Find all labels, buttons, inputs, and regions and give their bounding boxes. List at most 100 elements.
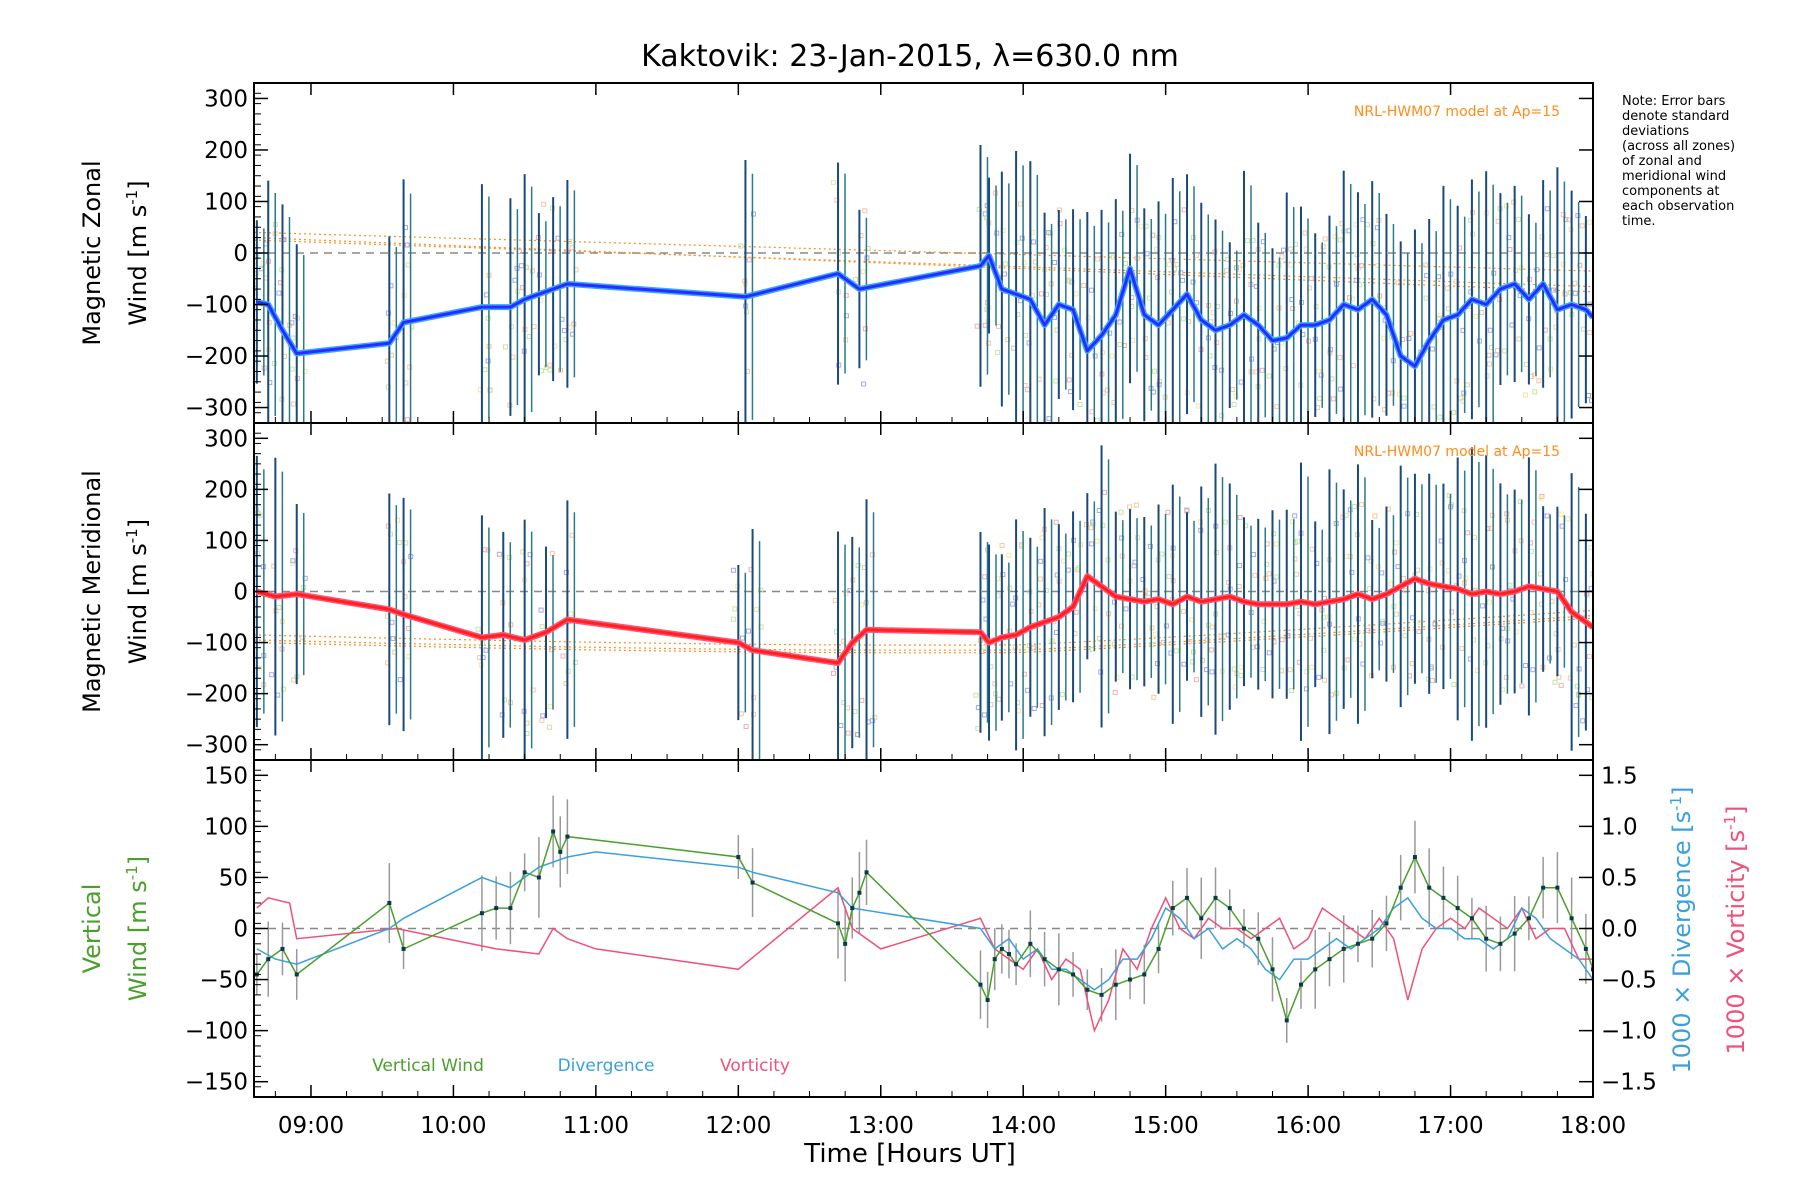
zone-point (1127, 504, 1133, 510)
zone-point (531, 324, 537, 330)
zone-point (1563, 577, 1569, 582)
zone-point (1560, 261, 1566, 267)
zone-point (1053, 378, 1059, 384)
zone-point (845, 730, 851, 736)
zone-point (1565, 516, 1571, 522)
zone-point (730, 616, 736, 622)
zone-point (560, 653, 566, 659)
zone-point (1279, 254, 1285, 260)
y-tick-label: 50 (219, 865, 248, 891)
zone-point (1224, 267, 1230, 273)
zone-point (1449, 609, 1455, 615)
zone-point (1586, 654, 1592, 659)
zone-point (482, 547, 488, 553)
zone-point (1274, 574, 1280, 580)
vertical-wind-point (1384, 921, 1389, 926)
zone-point (982, 211, 988, 217)
note-line: deviations (1622, 124, 1689, 139)
zone-point (1292, 513, 1298, 519)
zone-point (1412, 462, 1416, 466)
zone-point (1358, 263, 1364, 269)
zone-point (1587, 329, 1593, 335)
zone-point (1451, 682, 1457, 687)
y-tick-label: −300 (185, 733, 248, 759)
zone-point (1019, 235, 1025, 241)
zone-point (1352, 636, 1358, 642)
zone-point (1507, 582, 1513, 588)
vertical-wind-point (551, 829, 556, 834)
zone-point (485, 547, 491, 553)
vertical-wind-line (256, 829, 1593, 1023)
vertical-wind-point (1469, 916, 1474, 921)
wind-line (256, 254, 1593, 368)
y2-tick-label: −1.5 (1601, 1070, 1657, 1096)
zone-point (1119, 231, 1125, 237)
zone-point (1112, 689, 1118, 695)
zone-point (1595, 552, 1599, 556)
zone-point (1315, 369, 1321, 375)
vertical-wind-point (850, 906, 855, 911)
vertical-wind-point (1170, 906, 1175, 911)
zone-point (730, 567, 736, 573)
vertical-wind-point (1256, 936, 1261, 941)
note-line: Note: Error bars (1622, 94, 1726, 109)
zone-point (1188, 617, 1194, 623)
y-tick-label: 0 (233, 917, 248, 943)
zone-point (1415, 567, 1421, 573)
zone-point (1435, 274, 1441, 280)
zone-point (1473, 313, 1479, 319)
zone-point (1193, 677, 1199, 683)
divergence-axis-label: 1000 × Divergence [s-1] (1667, 786, 1696, 1073)
zone-point (1480, 603, 1486, 609)
zone-point (1066, 277, 1072, 283)
model-label: NRL-HWM07 model at Ap=15 (1354, 104, 1560, 120)
zone-point (1210, 310, 1216, 316)
zone-point (405, 262, 411, 268)
zone-point (1181, 316, 1187, 322)
vertical-wind-point (1313, 967, 1318, 972)
zone-point (1322, 236, 1328, 242)
y-tick-label: 0 (233, 580, 248, 606)
x-tick-label: 14:00 (990, 1113, 1056, 1139)
zone-point (290, 558, 296, 564)
zone-point (1595, 378, 1599, 382)
zone-point (390, 437, 394, 441)
vertical-wind-point (843, 941, 848, 946)
vertical-wind-point (558, 849, 563, 854)
y-axis-label-line1: Vertical (78, 884, 106, 974)
zone-point (1538, 571, 1544, 577)
zone-point (1503, 674, 1509, 680)
x-axis-label: Time [Hours UT] (803, 1139, 1016, 1169)
zone-point (1532, 389, 1538, 395)
zone-point (512, 277, 518, 283)
zone-point (1320, 244, 1326, 250)
zone-point (751, 211, 756, 217)
zone-point (1372, 513, 1378, 519)
y-axis-label-line2: Wind [m s-1] (123, 856, 152, 1001)
zone-point (1245, 238, 1251, 244)
zone-point (1152, 368, 1157, 374)
zone-point (1010, 601, 1016, 607)
zone-point (1039, 535, 1045, 541)
zone-point (1308, 275, 1314, 281)
zone-point (1104, 387, 1110, 393)
zone-point (1437, 414, 1443, 420)
zone-point (1181, 608, 1187, 614)
zone-point (1081, 283, 1087, 288)
zone-point (1451, 409, 1457, 415)
zone-point (838, 723, 844, 728)
zone-point (860, 269, 866, 275)
vertical-wind-point (508, 906, 513, 911)
zone-point (1274, 541, 1280, 547)
plot-area (254, 795, 1593, 1043)
zone-point (852, 709, 858, 714)
vertical-wind-point (1541, 885, 1546, 890)
zone-point (1266, 571, 1272, 577)
zone-point (526, 334, 532, 339)
model-curve (254, 617, 1593, 654)
zone-point (1595, 274, 1599, 278)
zone-point (1423, 295, 1429, 301)
zone-point (1107, 330, 1113, 336)
